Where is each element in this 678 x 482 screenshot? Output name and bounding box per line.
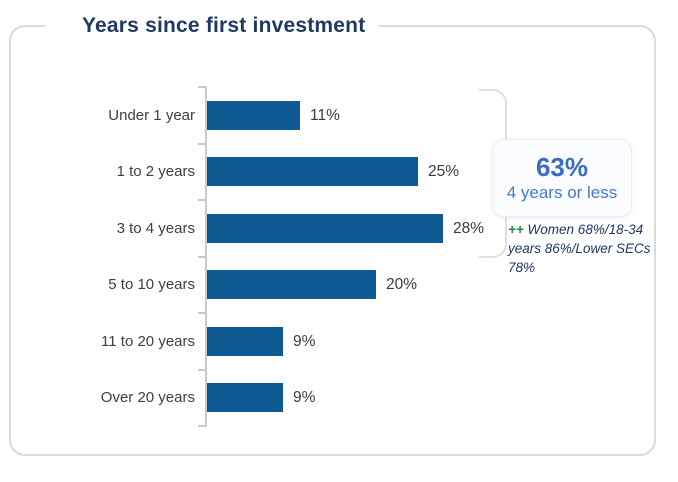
category-axis-line [205, 87, 207, 426]
bar-under-1-year [207, 100, 300, 130]
bar-3-to-4-years [207, 213, 443, 243]
bar-1-to-2-years [207, 157, 418, 187]
value-label: 9% [293, 389, 316, 407]
category-label: 5 to 10 years [108, 276, 195, 294]
axis-tick [198, 369, 206, 371]
summary-callout: 63% 4 years or less [492, 139, 632, 217]
chart-title: Years since first investment [45, 12, 380, 40]
axis-tick [198, 312, 206, 314]
axis-tick [198, 199, 206, 201]
value-label: 28% [453, 219, 485, 237]
bar-over-20-years [207, 383, 283, 413]
category-label: Over 20 years [100, 389, 195, 407]
axis-tick [198, 425, 206, 427]
significance-marker: ++ [508, 222, 524, 237]
callout-percentage: 63% [535, 152, 589, 182]
axis-tick [198, 256, 206, 258]
value-label: 20% [386, 276, 418, 294]
bar-5-to-10-years [207, 270, 376, 300]
value-label: 25% [428, 163, 460, 181]
value-label: 9% [293, 332, 316, 350]
significance-text: Women 68%/18-34 years 86%/Lower SECs 78% [508, 222, 651, 275]
category-label: 3 to 4 years [116, 219, 195, 237]
category-label: Under 1 year [108, 106, 195, 124]
axis-tick [198, 86, 206, 88]
category-label: 11 to 20 years [101, 332, 195, 350]
value-label: 11% [310, 106, 340, 124]
category-label: 1 to 2 years [116, 163, 195, 181]
bar-11-to-20-years [207, 326, 283, 356]
axis-tick [198, 143, 206, 145]
callout-caption: 4 years or less [506, 183, 618, 202]
significance-note: ++ Women 68%/18-34 years 86%/Lower SECs … [508, 220, 668, 277]
